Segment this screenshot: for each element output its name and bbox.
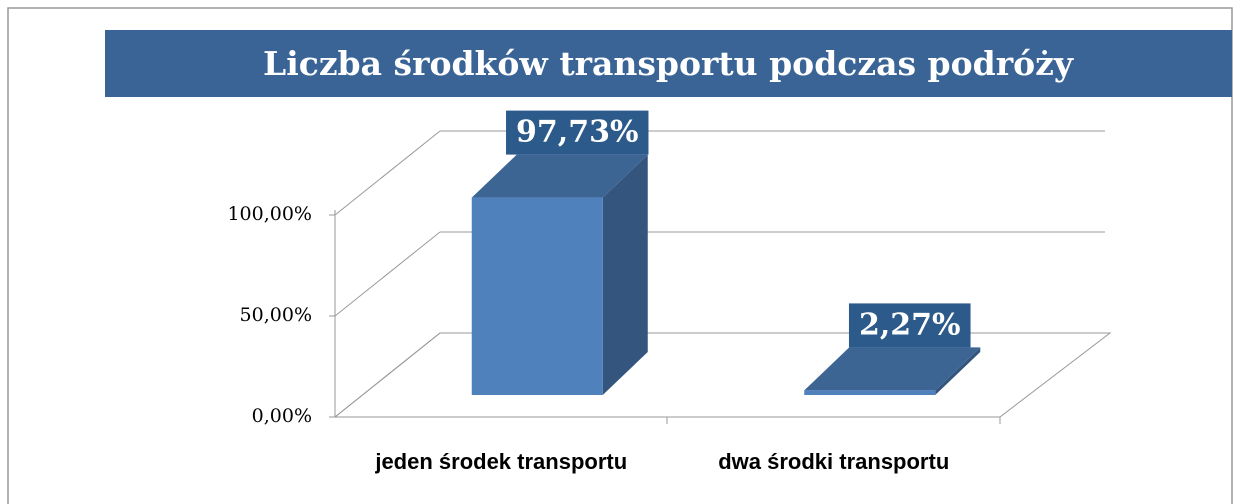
value-label: 97,73% — [516, 115, 638, 150]
grid-line — [334, 231, 441, 317]
x-tick-label: jeden środek transportu — [374, 449, 627, 474]
value-label: 2,27% — [859, 307, 961, 342]
bar-top — [471, 154, 648, 198]
x-tick-label: dwa środki transportu — [718, 449, 949, 474]
chart-title: Liczba środków transportu podczas podróż… — [263, 44, 1074, 83]
grid-line — [334, 130, 441, 216]
value-label-box — [506, 110, 649, 155]
bar-side — [602, 154, 648, 395]
y-tick-label: 100,00% — [227, 203, 312, 225]
bar-side — [935, 347, 981, 395]
bar — [804, 390, 936, 395]
y-tick-label: 0,00% — [252, 405, 312, 427]
value-label-box — [848, 303, 971, 348]
bar-top — [804, 347, 981, 391]
title-banner — [105, 30, 1232, 97]
grid-line — [334, 332, 441, 418]
y-tick-label: 50,00% — [240, 304, 312, 326]
bar — [471, 197, 603, 395]
